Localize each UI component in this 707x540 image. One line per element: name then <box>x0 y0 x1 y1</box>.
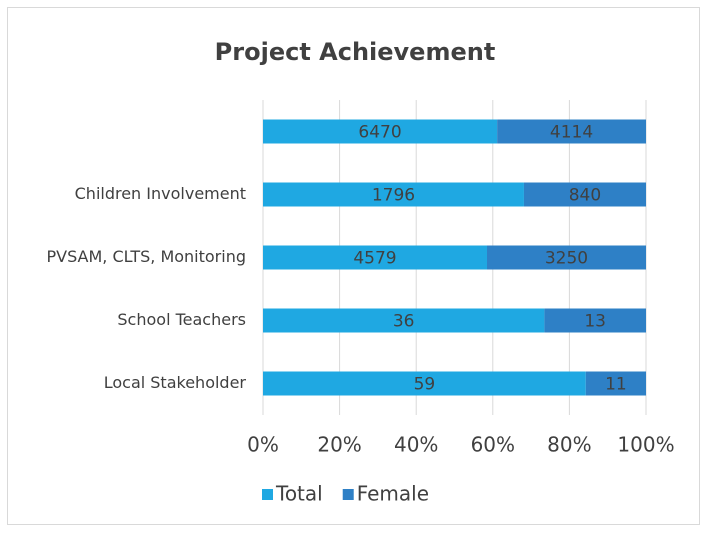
data-label: 4114 <box>550 123 593 143</box>
bar-segment <box>263 308 545 333</box>
data-label: 1796 <box>372 186 415 206</box>
bar-segment <box>544 308 646 333</box>
bar-segment <box>263 182 524 207</box>
data-label: 4579 <box>353 249 396 269</box>
data-label: 13 <box>584 312 606 332</box>
y-tick-label: School Teachers <box>117 310 246 329</box>
data-label: 840 <box>569 186 601 206</box>
bar-segment <box>487 245 646 270</box>
y-tick-label: PVSAM, CLTS, Monitoring <box>46 247 246 266</box>
x-tick-label: 60% <box>471 433 515 457</box>
x-tick-label: 0% <box>247 433 279 457</box>
data-label: 3250 <box>545 249 588 269</box>
legend-label: Total <box>275 482 323 506</box>
data-label: 11 <box>605 375 627 395</box>
bar-segment <box>585 371 646 396</box>
bar-segment <box>263 245 488 270</box>
bar-segment <box>263 119 498 144</box>
bar-segment <box>523 182 646 207</box>
y-tick-label: Children Involvement <box>75 184 246 203</box>
chart-title: Project Achievement <box>215 38 496 66</box>
x-tick-label: 80% <box>547 433 591 457</box>
legend-swatch <box>342 489 354 500</box>
bar-segment <box>263 371 586 396</box>
legend-label: Female <box>357 482 429 506</box>
data-label: 6470 <box>358 123 401 143</box>
data-label: 59 <box>414 375 436 395</box>
data-label: 36 <box>393 312 415 332</box>
x-tick-label: 100% <box>617 433 674 457</box>
bar-segment <box>497 119 646 144</box>
x-tick-label: 20% <box>317 433 361 457</box>
x-tick-label: 40% <box>394 433 438 457</box>
legend-swatch <box>262 489 273 500</box>
y-tick-label: Local Stakeholder <box>104 373 247 392</box>
